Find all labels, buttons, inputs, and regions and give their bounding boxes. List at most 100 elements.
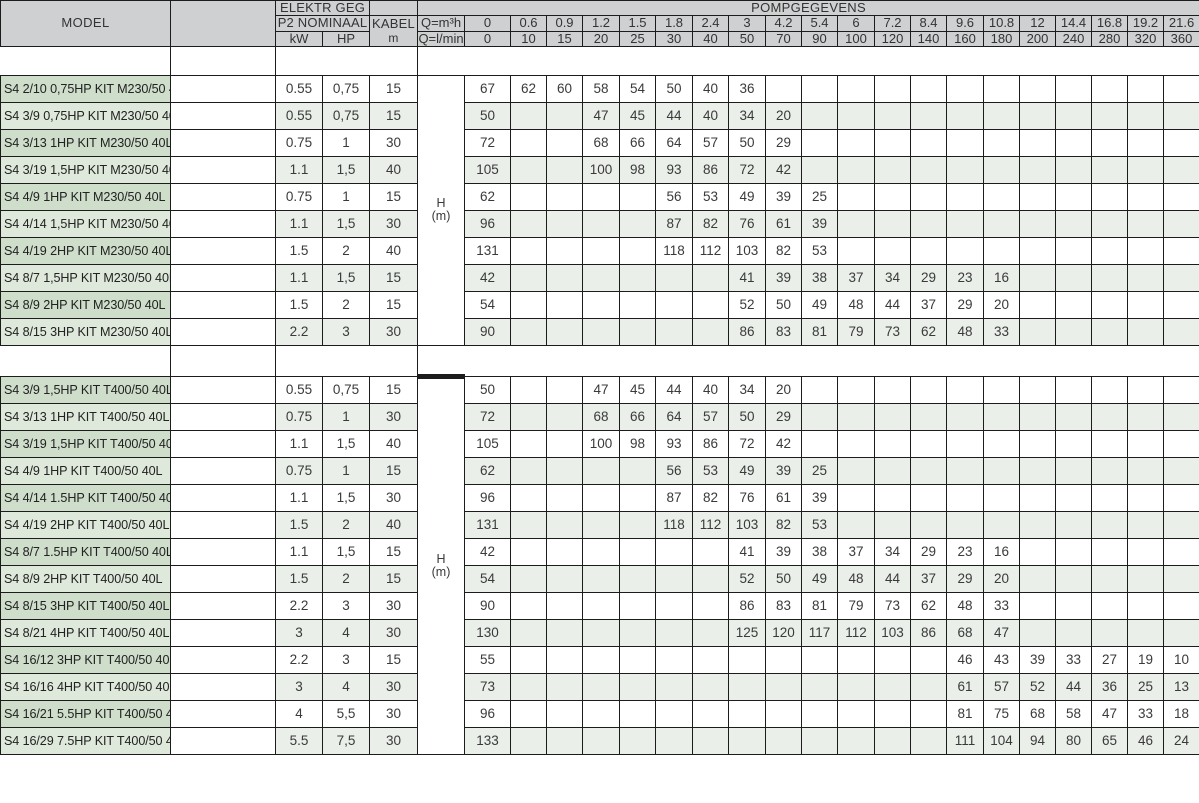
cell-head-17 — [1091, 456, 1129, 485]
cell-blank — [170, 564, 276, 593]
cell-kw: 1.1 — [275, 483, 323, 512]
cell-head-19 — [1163, 375, 1199, 404]
cell-head-14 — [983, 182, 1021, 211]
cell-head-11: 44 — [874, 290, 912, 319]
cell-head-5: 56 — [655, 182, 694, 211]
cell-head-4: 45 — [619, 101, 657, 130]
cell-head-14: 104 — [983, 726, 1021, 755]
cell-head-17 — [1091, 128, 1129, 157]
cell-head-7: 76 — [728, 483, 767, 512]
cell-head-13: 23 — [946, 263, 985, 292]
cell-head-13 — [946, 101, 985, 130]
cell-head-9 — [801, 726, 839, 755]
cell-blank — [170, 591, 276, 620]
cell-head-2 — [546, 564, 584, 593]
cell-head-13 — [946, 209, 985, 238]
cell-head-17 — [1091, 155, 1129, 184]
cell-head-13 — [946, 74, 985, 103]
cell-hp: 1 — [321, 456, 371, 485]
cell-head-4: 45 — [619, 375, 657, 404]
cell-head-18 — [1127, 155, 1165, 184]
cell-head-14 — [983, 128, 1021, 157]
cell-model: S4 8/21 4HP KIT T400/50 40L — [0, 618, 171, 647]
cell-head-2 — [546, 317, 584, 346]
cell-head-8: 50 — [765, 564, 803, 593]
separator-cell — [417, 345, 1199, 377]
cell-head-14: 33 — [983, 591, 1021, 620]
cell-head-7 — [728, 699, 767, 728]
cell-head-18 — [1127, 375, 1165, 404]
cell-blank — [170, 263, 276, 292]
cell-hp: 5,5 — [321, 699, 371, 728]
cell-head-3: 47 — [582, 101, 621, 130]
cell-head-3 — [582, 699, 621, 728]
cell-head-8: 61 — [765, 209, 803, 238]
header-flow-lmin-5: 30 — [655, 30, 694, 47]
cell-head-4: 66 — [619, 402, 657, 431]
cell-head-16 — [1055, 402, 1093, 431]
cell-kabel: 30 — [369, 591, 419, 620]
cell-head-3: 68 — [582, 128, 621, 157]
cell-head-6 — [692, 537, 730, 566]
separator-cell — [170, 46, 276, 76]
cell-head-19: 18 — [1163, 699, 1199, 728]
cell-head-3 — [582, 483, 621, 512]
cell-head-15 — [1019, 456, 1057, 485]
header-flow-m3h-16: 14.4 — [1055, 15, 1093, 32]
cell-head-12 — [910, 402, 948, 431]
header-elektr-geg: ELEKTR GEG — [274, 0, 371, 17]
cell-head-10: 48 — [837, 564, 876, 593]
cell-head-12 — [910, 726, 948, 755]
cell-head-17 — [1091, 290, 1129, 319]
cell-head-8: 39 — [765, 182, 803, 211]
cell-head-7: 41 — [728, 537, 767, 566]
cell-head-4 — [619, 699, 657, 728]
cell-head-5: 64 — [655, 402, 694, 431]
cell-head-5 — [655, 591, 694, 620]
cell-head-3 — [582, 510, 621, 539]
cell-head-11 — [874, 672, 912, 701]
h-label: H — [436, 196, 446, 211]
cell-head-2: 60 — [546, 74, 584, 103]
cell-head-6 — [692, 726, 730, 755]
cell-head-16 — [1055, 155, 1093, 184]
cell-head-0: 131 — [464, 510, 512, 539]
cell-head-0: 72 — [464, 128, 512, 157]
cell-head-6 — [692, 645, 730, 674]
cell-head-0: 54 — [464, 564, 512, 593]
cell-head-1 — [510, 317, 548, 346]
cell-head-8: 83 — [765, 317, 803, 346]
h-unit-label: H (m) — [417, 74, 466, 346]
cell-head-17 — [1091, 236, 1129, 265]
cell-head-1 — [510, 429, 548, 458]
cell-head-5 — [655, 290, 694, 319]
cell-head-4: 66 — [619, 128, 657, 157]
cell-head-10 — [837, 483, 876, 512]
cell-head-4 — [619, 510, 657, 539]
cell-kw: 1.5 — [275, 236, 323, 265]
cell-head-12 — [910, 74, 948, 103]
cell-head-2 — [546, 726, 584, 755]
cell-hp: 4 — [321, 618, 371, 647]
cell-head-5 — [655, 564, 694, 593]
header-flow-m3h-14: 10.8 — [983, 15, 1021, 32]
cell-head-16 — [1055, 618, 1093, 647]
cell-head-13: 29 — [946, 290, 985, 319]
header-flow-m3h-9: 5.4 — [801, 15, 839, 32]
cell-head-18 — [1127, 510, 1165, 539]
cell-head-15 — [1019, 429, 1057, 458]
cell-head-11 — [874, 456, 912, 485]
cell-blank — [170, 236, 276, 265]
cell-head-4 — [619, 672, 657, 701]
cell-hp: 0,75 — [321, 375, 371, 404]
cell-head-15: 52 — [1019, 672, 1057, 701]
cell-head-18 — [1127, 429, 1165, 458]
cell-hp: 3 — [321, 317, 371, 346]
cell-head-16: 58 — [1055, 699, 1093, 728]
cell-head-1: 62 — [510, 74, 548, 103]
cell-head-7 — [728, 645, 767, 674]
header-flow-m3h-3: 1.2 — [582, 15, 621, 32]
cell-head-19 — [1163, 263, 1199, 292]
cell-head-2 — [546, 645, 584, 674]
cell-head-17 — [1091, 402, 1129, 431]
